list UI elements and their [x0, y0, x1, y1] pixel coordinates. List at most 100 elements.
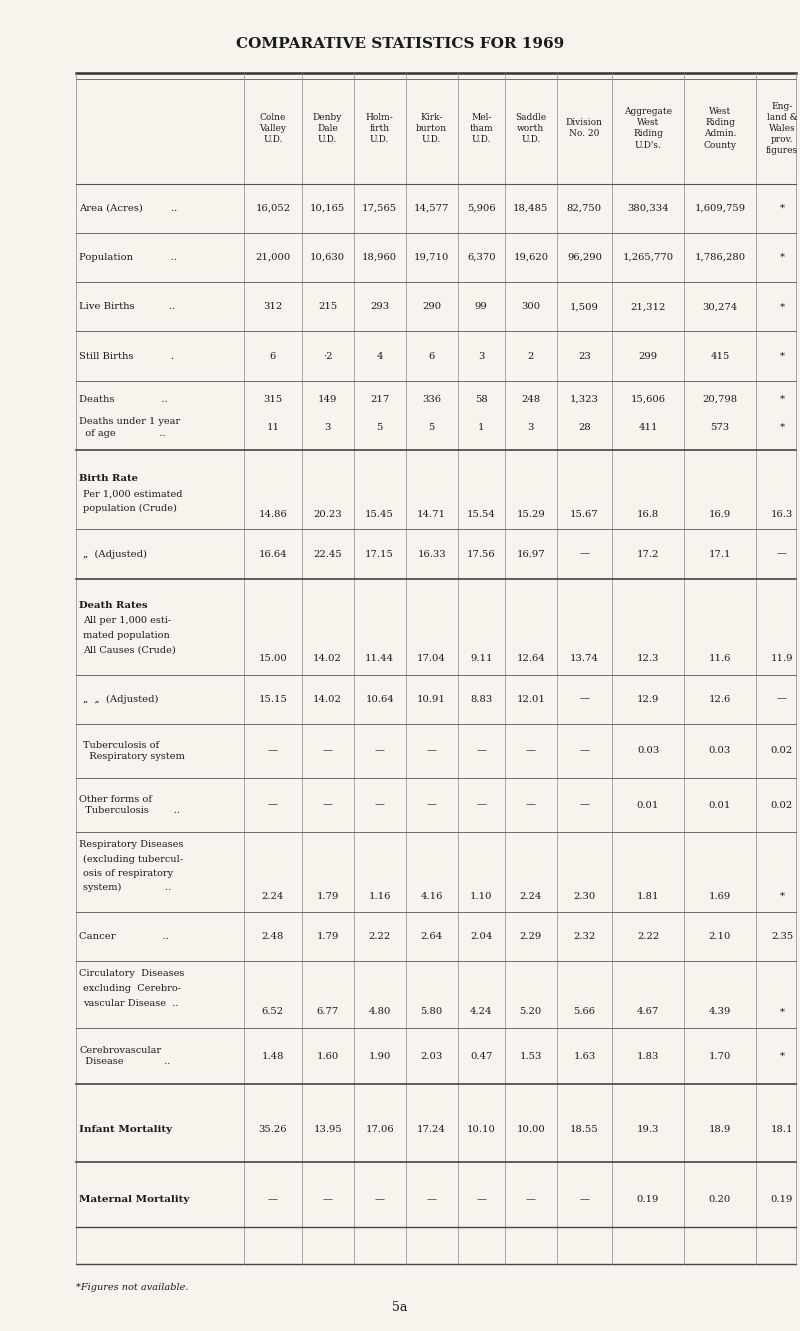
Text: 14.02: 14.02 [313, 654, 342, 663]
Text: 2.48: 2.48 [262, 932, 284, 941]
Text: Cerebrovascular
  Disease             ..: Cerebrovascular Disease .. [79, 1046, 170, 1066]
Text: osis of respiratory: osis of respiratory [83, 869, 174, 878]
Text: —: — [322, 747, 333, 756]
Text: 248: 248 [521, 395, 541, 403]
Text: 299: 299 [638, 351, 658, 361]
Text: Other forms of
  Tuberculosis        ..: Other forms of Tuberculosis .. [79, 795, 180, 816]
Text: 10,165: 10,165 [310, 204, 346, 213]
Text: 1,786,280: 1,786,280 [694, 253, 746, 262]
Text: Live Births           ..: Live Births .. [79, 302, 175, 311]
Text: 1.83: 1.83 [637, 1051, 659, 1061]
Text: —: — [579, 550, 590, 559]
Text: —: — [526, 800, 536, 809]
Text: „  „  (Adjusted): „ „ (Adjusted) [83, 695, 158, 704]
Text: —: — [268, 747, 278, 756]
Text: 2.30: 2.30 [574, 892, 595, 901]
Text: 19.3: 19.3 [637, 1125, 659, 1134]
Text: 3: 3 [528, 423, 534, 433]
Text: 0.02: 0.02 [771, 747, 793, 756]
Text: —: — [476, 800, 486, 809]
Text: 17.04: 17.04 [417, 654, 446, 663]
Text: —: — [777, 695, 787, 704]
Text: 293: 293 [370, 302, 389, 311]
Text: 0.02: 0.02 [771, 800, 793, 809]
Text: 1: 1 [478, 423, 485, 433]
Text: 6: 6 [429, 351, 434, 361]
Text: 21,000: 21,000 [255, 253, 290, 262]
Text: 17.56: 17.56 [467, 550, 495, 559]
Text: Colne
Valley
U.D.: Colne Valley U.D. [259, 113, 286, 144]
Text: West
Riding
Admin.
County: West Riding Admin. County [703, 108, 737, 149]
Text: 58: 58 [475, 395, 487, 403]
Text: 35.26: 35.26 [258, 1125, 287, 1134]
Text: 1.10: 1.10 [470, 892, 493, 901]
Text: —: — [526, 747, 536, 756]
Text: Eng-
land &
Wales
prov.
figures: Eng- land & Wales prov. figures [766, 101, 798, 156]
Text: excluding  Cerebro-: excluding Cerebro- [83, 984, 181, 993]
Text: 82,750: 82,750 [567, 204, 602, 213]
Text: 217: 217 [370, 395, 390, 403]
Text: 5,906: 5,906 [467, 204, 495, 213]
Text: 0.19: 0.19 [637, 1195, 659, 1205]
Text: 336: 336 [422, 395, 441, 403]
Text: 8.83: 8.83 [470, 695, 492, 704]
Text: 2.10: 2.10 [709, 932, 731, 941]
Text: Still Births            .: Still Births . [79, 351, 174, 361]
Text: 9.11: 9.11 [470, 654, 493, 663]
Text: 573: 573 [710, 423, 730, 433]
Text: 5: 5 [377, 423, 382, 433]
Text: 1,265,770: 1,265,770 [622, 253, 674, 262]
Text: 2.04: 2.04 [470, 932, 492, 941]
Text: 5.80: 5.80 [421, 1008, 442, 1017]
Text: Birth Rate: Birth Rate [79, 474, 138, 483]
Text: 16.64: 16.64 [258, 550, 287, 559]
Text: 1.60: 1.60 [317, 1051, 338, 1061]
Text: —: — [322, 800, 333, 809]
Text: 6.52: 6.52 [262, 1008, 284, 1017]
Text: 6.77: 6.77 [317, 1008, 338, 1017]
Text: 2.22: 2.22 [637, 932, 659, 941]
Text: 17.2: 17.2 [637, 550, 659, 559]
Text: —: — [476, 1195, 486, 1205]
Text: 12.9: 12.9 [637, 695, 659, 704]
Text: 13.95: 13.95 [314, 1125, 342, 1134]
Text: 16.33: 16.33 [418, 550, 446, 559]
Text: 10.91: 10.91 [417, 695, 446, 704]
Text: 4: 4 [376, 351, 383, 361]
Text: 15.45: 15.45 [365, 510, 394, 519]
Text: 17,565: 17,565 [362, 204, 397, 213]
Text: 28: 28 [578, 423, 590, 433]
Text: 14.86: 14.86 [258, 510, 287, 519]
Text: 22.45: 22.45 [314, 550, 342, 559]
Text: 16.8: 16.8 [637, 510, 659, 519]
Text: 14,577: 14,577 [414, 204, 450, 213]
Text: 10.64: 10.64 [366, 695, 394, 704]
Text: „  (Adjusted): „ (Adjusted) [83, 550, 147, 559]
Text: Deaths               ..: Deaths .. [79, 395, 168, 403]
Text: Saddle
worth
U.D.: Saddle worth U.D. [515, 113, 546, 144]
Text: 2.29: 2.29 [520, 932, 542, 941]
Text: 0.03: 0.03 [637, 747, 659, 756]
Text: 16.97: 16.97 [517, 550, 545, 559]
Text: Circulatory  Diseases: Circulatory Diseases [79, 969, 185, 978]
Text: 5: 5 [429, 423, 434, 433]
Text: *Figures not available.: *Figures not available. [76, 1283, 189, 1291]
Text: —: — [476, 747, 486, 756]
Text: 2.03: 2.03 [421, 1051, 442, 1061]
Text: 1,609,759: 1,609,759 [694, 204, 746, 213]
Text: Cancer               ..: Cancer .. [79, 932, 169, 941]
Text: 1.79: 1.79 [317, 932, 338, 941]
Text: *: * [779, 253, 785, 262]
Text: 4.67: 4.67 [637, 1008, 659, 1017]
Text: Per 1,000 estimated: Per 1,000 estimated [83, 490, 182, 499]
Text: 12.01: 12.01 [516, 695, 546, 704]
Text: *: * [779, 1008, 785, 1017]
Text: 10.10: 10.10 [466, 1125, 496, 1134]
Text: All per 1,000 esti-: All per 1,000 esti- [83, 616, 171, 626]
Text: 10.00: 10.00 [517, 1125, 545, 1134]
Text: —: — [426, 800, 437, 809]
Text: 3: 3 [325, 423, 330, 433]
Text: 0.01: 0.01 [637, 800, 659, 809]
Text: 17.15: 17.15 [365, 550, 394, 559]
Text: 5.20: 5.20 [520, 1008, 542, 1017]
